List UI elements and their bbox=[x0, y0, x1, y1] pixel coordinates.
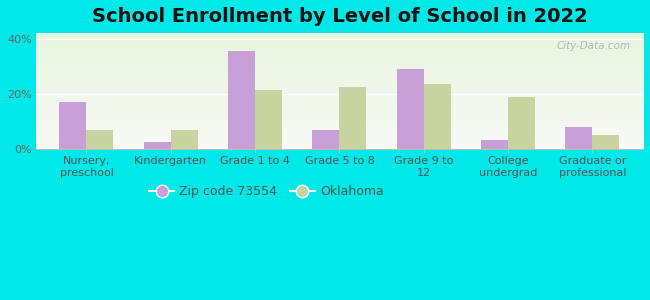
Bar bbox=[255, 90, 282, 149]
Bar bbox=[508, 97, 535, 149]
Bar bbox=[396, 69, 424, 149]
Bar bbox=[171, 130, 198, 149]
Bar bbox=[86, 130, 114, 149]
Text: City-Data.com: City-Data.com bbox=[557, 41, 631, 51]
Bar bbox=[592, 135, 619, 149]
Bar bbox=[339, 87, 367, 149]
Bar bbox=[313, 130, 339, 149]
Bar bbox=[59, 102, 86, 149]
Bar bbox=[228, 51, 255, 149]
Bar bbox=[481, 140, 508, 149]
Bar bbox=[144, 142, 171, 149]
Title: School Enrollment by Level of School in 2022: School Enrollment by Level of School in … bbox=[92, 7, 588, 26]
Bar bbox=[566, 127, 592, 149]
Legend: Zip code 73554, Oklahoma: Zip code 73554, Oklahoma bbox=[144, 180, 389, 203]
Bar bbox=[424, 84, 451, 149]
